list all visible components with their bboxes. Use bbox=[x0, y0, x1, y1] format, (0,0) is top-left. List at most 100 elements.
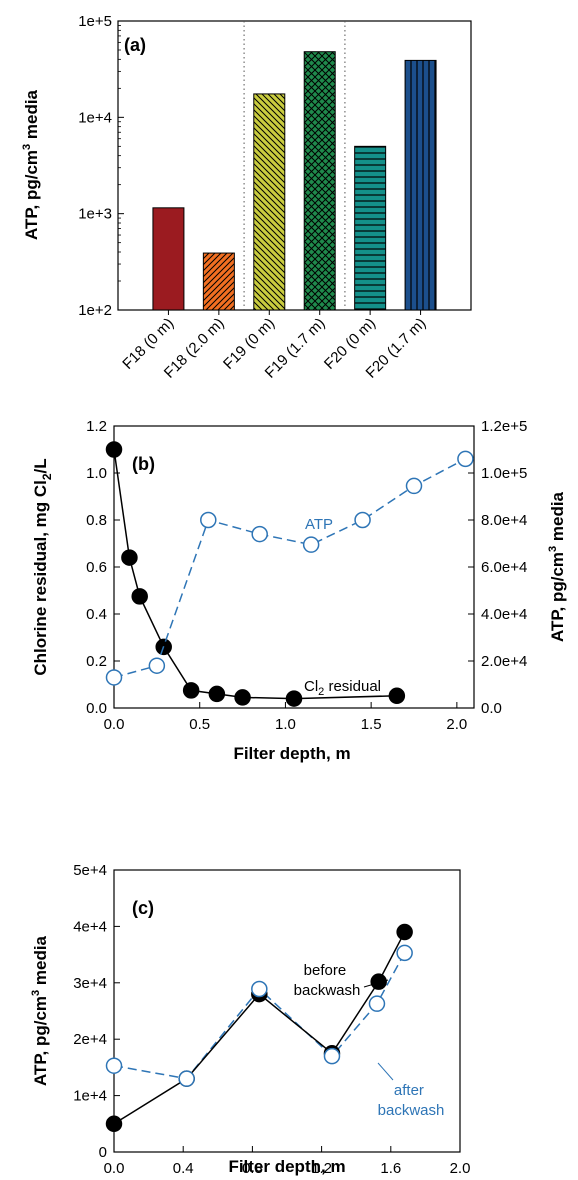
panel-b-data-point-0 bbox=[388, 687, 406, 705]
panel-b-right-y-tick-label: 1.2e+5 bbox=[481, 418, 527, 435]
panel-a-y-tick-label: 1e+4 bbox=[78, 109, 112, 126]
panel-b-left-y-tick-label: 0.6 bbox=[86, 559, 107, 576]
panel-c-y-tick-label: 2e+4 bbox=[73, 1031, 107, 1048]
panel-c-y-tick-label: 4e+4 bbox=[73, 918, 107, 935]
panel-c-plot-frame bbox=[113, 869, 461, 1153]
panel-b-left-y-tick-label: 1.2 bbox=[86, 418, 107, 435]
panel-b-right-y-tick-label: 1.0e+5 bbox=[481, 465, 527, 482]
panel-b-series-line-1 bbox=[113, 458, 466, 679]
panel-a-y-axis-title: ATP, pg/cm3 media bbox=[21, 89, 41, 240]
panel-b-cl2-series-label: Cl2 residual bbox=[304, 678, 381, 698]
panel-c-data-point-1 bbox=[251, 980, 268, 998]
panel-a-dividers bbox=[243, 21, 346, 310]
panel-b-left-y-ticks: 0.0 0.2 0.4 0.6 0.8 1.0 1.2 bbox=[86, 418, 120, 717]
panel-b-x-tick-label: 0.0 bbox=[104, 716, 125, 733]
panel-c-before-pointer bbox=[363, 979, 389, 988]
panel-b-left-y-tick-label: 0.4 bbox=[86, 606, 107, 623]
panel-c-after-pointer bbox=[377, 1062, 394, 1081]
panel-b-data-point-0 bbox=[234, 689, 251, 706]
panel-c-after-label: after backwash bbox=[378, 1082, 445, 1119]
panel-a-y-tick-label: 1e+5 bbox=[78, 13, 112, 30]
panel-c-data-point-1 bbox=[396, 944, 413, 962]
panel-c-data-point-1 bbox=[178, 1070, 195, 1087]
panel-a-bar bbox=[253, 93, 286, 311]
panel-b-plot-frame bbox=[113, 425, 475, 709]
panel-a-plot-frame bbox=[117, 20, 472, 311]
panel-b-data-point-1 bbox=[457, 450, 474, 468]
panel-b-right-y-tick-label: 8.0e+4 bbox=[481, 512, 527, 529]
panel-b-line-chart: 0.0 0.2 0.4 0.6 0.8 1.0 1.2 0.0 2.0e+4 4.0e+4 6.0… bbox=[31, 418, 567, 763]
panel-a-bar-chart: 1e+2 1e+3 1e+4 1e+5 F18 (0 m)F18 (2.0 m)F19… bbox=[21, 13, 472, 382]
panel-b-x-tick-label: 2.0 bbox=[446, 716, 467, 733]
panel-b-left-y-tick-label: 0.0 bbox=[86, 700, 107, 717]
panel-b-series bbox=[105, 441, 474, 707]
panel-b-left-y-axis-title: Chlorine residual, mg Cl2/L bbox=[31, 458, 54, 675]
panel-c-series-line-0 bbox=[113, 931, 406, 1125]
panel-b-x-tick-label: 1.5 bbox=[361, 716, 382, 733]
panel-b-data-point-1 bbox=[302, 536, 320, 553]
panel-c-y-ticks: 0 1e+4 2e+4 3e+4 4e+4 5e+4 bbox=[73, 862, 120, 1161]
panel-b-data-point-0 bbox=[131, 588, 148, 605]
panel-c-data-point-0 bbox=[105, 1115, 123, 1133]
panel-c-y-tick-label: 0 bbox=[99, 1144, 107, 1161]
panel-c-data-point-0 bbox=[396, 923, 413, 941]
panel-b-right-y-tick-label: 4.0e+4 bbox=[481, 606, 527, 623]
panel-b-data-point-1 bbox=[354, 511, 371, 529]
panel-b-label: (b) bbox=[132, 454, 155, 474]
panel-a-bar bbox=[404, 59, 437, 311]
panel-b-right-y-ticks: 0.0 2.0e+4 4.0e+4 6.0e+4 8.0e+4 1.0e+5 1.2e+5 bbox=[468, 418, 527, 717]
panel-b-left-y-tick-label: 0.8 bbox=[86, 512, 107, 529]
panel-b-left-y-tick-label: 1.0 bbox=[86, 465, 107, 482]
panel-b-x-tick-label: 0.5 bbox=[189, 716, 210, 733]
panel-c-series bbox=[105, 923, 413, 1133]
panel-b-data-point-1 bbox=[200, 511, 217, 529]
panel-c-y-tick-label: 1e+4 bbox=[73, 1088, 107, 1105]
panel-c-x-ticks: 0.0 0.4 0.8 1.2 1.6 2.0 bbox=[104, 1146, 471, 1177]
panel-b-x-tick-label: 1.0 bbox=[275, 716, 296, 733]
panel-c-x-tick-label: 0.4 bbox=[173, 1160, 194, 1177]
panel-c-x-tick-label: 2.0 bbox=[450, 1160, 471, 1177]
panel-c-data-point-1 bbox=[368, 995, 386, 1012]
panel-a-x-ticks: F18 (0 m)F18 (2.0 m)F19 (0 m)F19 (1.7 m)… bbox=[119, 310, 429, 382]
panel-a-y-tick-label: 1e+2 bbox=[78, 302, 112, 319]
panel-a-bar bbox=[202, 252, 235, 311]
panel-a-bar bbox=[152, 207, 185, 311]
panel-b-atp-series-label: ATP bbox=[305, 516, 333, 533]
panel-b-right-y-tick-label: 0.0 bbox=[481, 700, 502, 717]
panel-c-series-line-1 bbox=[113, 952, 406, 1080]
panel-c-before-label: before backwash bbox=[294, 962, 361, 999]
panel-a-bars bbox=[152, 51, 437, 311]
panel-b-data-point-0 bbox=[182, 682, 200, 699]
panel-b-data-point-0 bbox=[208, 685, 226, 703]
panel-a-y-tick-label: 1e+3 bbox=[78, 206, 112, 223]
panel-c-data-point-1 bbox=[323, 1047, 341, 1065]
panel-b-data-point-1 bbox=[251, 525, 268, 543]
panel-c-x-tick-label: 0.0 bbox=[104, 1160, 125, 1177]
panel-b-data-point-0 bbox=[105, 441, 123, 458]
panel-b-data-point-1 bbox=[148, 657, 166, 674]
panel-b-data-point-1 bbox=[105, 669, 123, 686]
panel-b-x-axis-title: Filter depth, m bbox=[233, 744, 350, 763]
panel-b-right-y-tick-label: 6.0e+4 bbox=[481, 559, 527, 576]
panel-c-data-point-1 bbox=[105, 1057, 123, 1074]
panel-c-x-axis-title: Filter depth, m bbox=[228, 1157, 345, 1176]
panel-c-y-tick-label: 3e+4 bbox=[73, 975, 107, 992]
panel-b-right-y-tick-label: 2.0e+4 bbox=[481, 653, 527, 670]
panel-c-y-tick-label: 5e+4 bbox=[73, 862, 107, 879]
panel-a-bar bbox=[354, 145, 387, 311]
panel-b-data-point-0 bbox=[285, 690, 303, 707]
panel-b-x-ticks: 0.0 0.5 1.0 1.5 2.0 bbox=[104, 702, 467, 733]
panel-c-label: (c) bbox=[132, 898, 154, 918]
panel-a-bar bbox=[303, 51, 336, 311]
panel-a-y-ticks: 1e+2 1e+3 1e+4 1e+5 bbox=[78, 13, 124, 319]
panel-b-right-y-axis-title: ATP, pg/cm3 media bbox=[547, 491, 567, 642]
panel-c-data-point-0 bbox=[370, 973, 387, 990]
panel-b-data-point-1 bbox=[405, 477, 423, 495]
panel-c-x-tick-label: 1.2 bbox=[311, 1160, 332, 1177]
panel-c-y-axis-title: ATP, pg/cm3 media bbox=[30, 935, 50, 1086]
panel-c-x-tick-label: 0.8 bbox=[242, 1160, 263, 1177]
panel-a-label: (a) bbox=[124, 35, 146, 55]
panel-b-left-y-tick-label: 0.2 bbox=[86, 653, 107, 670]
panel-b-data-point-0 bbox=[121, 549, 138, 566]
